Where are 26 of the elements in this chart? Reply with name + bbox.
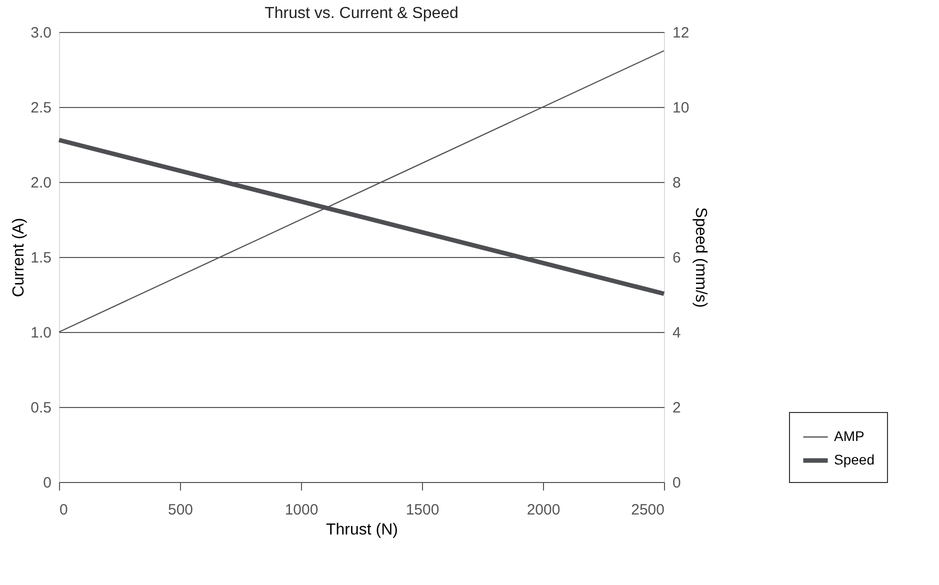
x-axis-title: Thrust (N) — [326, 522, 398, 538]
y2-tick-label: 8 — [672, 174, 681, 192]
y-tick-label: 2.0 — [30, 174, 52, 192]
y-tick-label: 2.5 — [30, 100, 52, 116]
x-tick-label: 2500 — [631, 502, 664, 518]
y2-tick-label: 12 — [672, 24, 690, 42]
y2-tick-label: 6 — [672, 250, 681, 266]
x-tick-label: 500 — [168, 502, 194, 518]
y2-axis-title: Speed (mm/s) — [692, 207, 710, 308]
x-tick-label: 1500 — [406, 502, 440, 518]
legend-label: AMP — [834, 428, 864, 444]
y-tick-label: 3.0 — [30, 24, 52, 42]
y-axis-title: Current (A) — [10, 218, 28, 298]
y-tick-label: 0.5 — [30, 400, 52, 416]
y2-tick-label: 4 — [672, 324, 681, 342]
chart-title: Thrust vs. Current & Speed — [264, 5, 458, 22]
x-tick-label: 0 — [60, 502, 68, 518]
y2-tick-label: 2 — [672, 400, 681, 416]
y-tick-label: 1.5 — [30, 250, 52, 266]
y2-tick-label: 0 — [672, 474, 681, 492]
x-tick-label: 1000 — [284, 502, 318, 518]
y2-tick-label: 10 — [672, 100, 690, 116]
legend-label: Speed — [834, 452, 874, 468]
y-tick-label: 0 — [43, 474, 52, 492]
y-tick-label: 1.0 — [30, 324, 52, 342]
x-tick-label: 2000 — [526, 502, 560, 518]
